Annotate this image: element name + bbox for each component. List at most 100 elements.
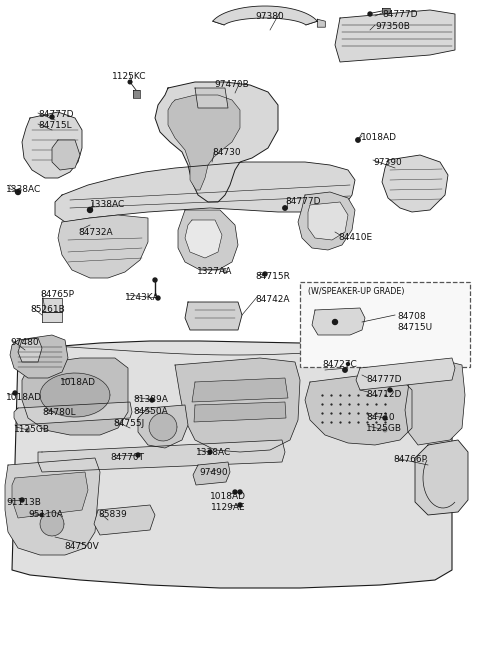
Circle shape (208, 450, 212, 454)
Text: 84770T: 84770T (110, 453, 144, 462)
Text: 84742A: 84742A (255, 295, 289, 304)
Polygon shape (22, 358, 128, 435)
Text: 1018AD: 1018AD (361, 133, 397, 142)
Polygon shape (14, 402, 132, 425)
Polygon shape (298, 192, 355, 250)
Circle shape (356, 138, 360, 142)
Text: 95110A: 95110A (28, 510, 63, 519)
Text: 84710: 84710 (366, 413, 395, 422)
Text: 84766P: 84766P (393, 455, 427, 464)
Circle shape (347, 362, 349, 365)
Circle shape (283, 206, 287, 210)
Text: 1129AE: 1129AE (211, 503, 245, 512)
Polygon shape (185, 220, 222, 258)
Circle shape (150, 410, 154, 414)
Polygon shape (55, 162, 355, 222)
Polygon shape (317, 19, 325, 28)
Bar (300, 282, 470, 367)
Polygon shape (213, 6, 317, 25)
Circle shape (383, 428, 387, 432)
Polygon shape (168, 95, 240, 190)
Circle shape (388, 388, 392, 392)
Text: 84765P: 84765P (40, 290, 74, 299)
Polygon shape (308, 202, 348, 240)
Text: 1338AC: 1338AC (90, 200, 125, 209)
Polygon shape (38, 440, 285, 472)
Polygon shape (175, 358, 300, 452)
Polygon shape (194, 402, 286, 422)
Text: 97390: 97390 (373, 158, 402, 167)
Polygon shape (18, 338, 42, 362)
Polygon shape (356, 358, 455, 390)
Text: 97380: 97380 (256, 12, 284, 21)
Polygon shape (94, 505, 155, 535)
Polygon shape (133, 90, 140, 98)
Polygon shape (5, 458, 100, 555)
Text: 84727C: 84727C (322, 360, 357, 369)
Polygon shape (405, 362, 465, 445)
Text: 84715R: 84715R (255, 272, 290, 281)
Circle shape (333, 320, 337, 324)
Text: 97350B: 97350B (375, 22, 410, 31)
Circle shape (20, 498, 24, 502)
Text: 85261B: 85261B (30, 305, 65, 314)
Text: 84777D: 84777D (366, 375, 401, 384)
Text: 97490: 97490 (200, 468, 228, 477)
Polygon shape (155, 82, 278, 202)
Text: 1338AC: 1338AC (196, 448, 231, 457)
Polygon shape (305, 375, 412, 445)
Text: 85839: 85839 (98, 510, 127, 519)
Circle shape (136, 453, 140, 457)
Circle shape (263, 272, 267, 276)
Circle shape (238, 503, 242, 507)
Text: 84777D: 84777D (285, 197, 321, 206)
Text: 84777D: 84777D (38, 110, 73, 119)
Polygon shape (22, 112, 82, 178)
Circle shape (13, 391, 17, 395)
Circle shape (156, 296, 160, 300)
Circle shape (233, 490, 237, 494)
Text: 84777D: 84777D (382, 10, 418, 19)
Polygon shape (415, 440, 468, 515)
Circle shape (343, 368, 347, 372)
Text: 84780L: 84780L (42, 408, 76, 417)
Polygon shape (382, 155, 448, 212)
Polygon shape (195, 88, 228, 108)
Circle shape (128, 80, 132, 84)
Circle shape (227, 269, 229, 272)
Polygon shape (192, 378, 288, 402)
Text: 84715L: 84715L (38, 121, 72, 130)
Text: 1018AD: 1018AD (6, 393, 42, 402)
Text: 97480: 97480 (10, 338, 38, 347)
Circle shape (150, 398, 154, 402)
Text: 84755J: 84755J (113, 419, 144, 428)
Text: 84708: 84708 (397, 312, 426, 321)
Polygon shape (149, 413, 177, 441)
Text: (W/SPEAKER-UP GRADE): (W/SPEAKER-UP GRADE) (308, 287, 405, 296)
Text: 84732A: 84732A (78, 228, 113, 237)
Polygon shape (42, 298, 62, 312)
Polygon shape (312, 308, 365, 335)
Bar (223, 269, 227, 272)
Text: 97470B: 97470B (215, 80, 250, 89)
Polygon shape (42, 312, 62, 322)
Polygon shape (382, 8, 390, 13)
Circle shape (153, 278, 157, 282)
Polygon shape (12, 341, 452, 588)
Text: 1018AD: 1018AD (60, 378, 96, 387)
Text: 84730: 84730 (212, 148, 240, 157)
Text: 84712D: 84712D (366, 390, 401, 399)
Circle shape (26, 428, 30, 432)
Polygon shape (335, 10, 455, 62)
Polygon shape (193, 462, 230, 485)
Text: 1327AA: 1327AA (197, 267, 232, 276)
Text: 91113B: 91113B (6, 498, 41, 507)
Polygon shape (185, 302, 242, 330)
Circle shape (70, 376, 74, 380)
Polygon shape (138, 405, 188, 448)
Polygon shape (12, 472, 88, 518)
Circle shape (15, 189, 21, 195)
Text: 1338AC: 1338AC (6, 185, 41, 194)
Circle shape (50, 115, 54, 119)
Polygon shape (10, 335, 68, 378)
